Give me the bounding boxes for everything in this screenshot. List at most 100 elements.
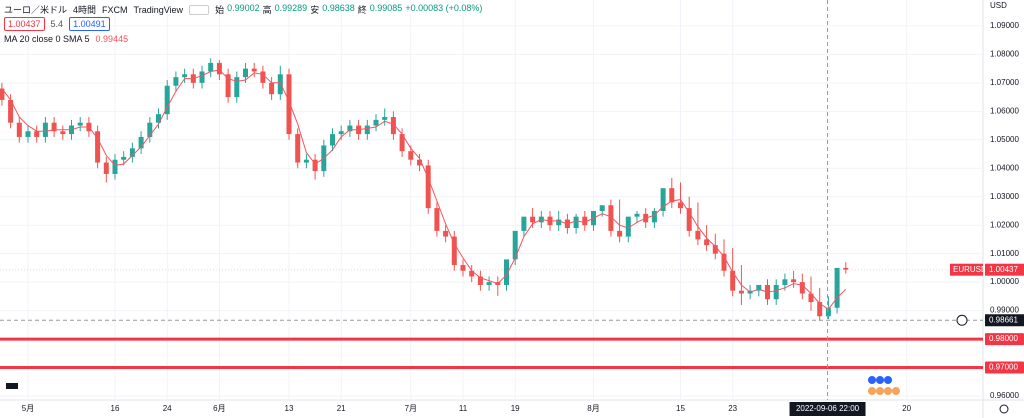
candle-body [791, 279, 797, 283]
time-label-box [789, 402, 866, 416]
candle-body [512, 230, 518, 260]
price-label: 1.00437 [989, 265, 1018, 274]
event-icon [876, 376, 884, 384]
event-icon [876, 387, 884, 395]
candle-body [469, 270, 475, 277]
candle-body [451, 236, 457, 266]
candle-body [399, 134, 405, 152]
y-tick-label: 1.06000 [990, 106, 1019, 115]
candle-body [799, 282, 805, 294]
x-tick-label: 13 [285, 404, 294, 413]
candle-body [608, 205, 614, 231]
high: 0.99289 [274, 3, 308, 13]
crosshair-button [956, 314, 968, 326]
candle-body [782, 279, 788, 285]
candle-body [434, 208, 440, 231]
x-tick-label: 8月 [587, 404, 599, 413]
candle-body [234, 77, 240, 98]
price-label: 0.97000 [989, 363, 1018, 372]
crosshair-price: 0.98661 [989, 315, 1018, 324]
candle-body [269, 82, 275, 95]
interval[interactable]: 4時間 [73, 5, 97, 15]
candle-body [730, 270, 736, 291]
y-tick-label: 0.96000 [990, 391, 1019, 400]
ask[interactable]: 1.00491 [69, 17, 110, 31]
x-tick-label: 16 [111, 404, 120, 413]
candle-body [138, 136, 144, 149]
candle-body [808, 293, 814, 303]
quote-row: 1.00437 5.4 1.00491 [4, 17, 110, 31]
eye-icon[interactable] [189, 4, 210, 15]
candle-body [417, 159, 422, 166]
x-tick-label: 15 [676, 404, 685, 413]
candle-body [8, 99, 14, 123]
settings-icon[interactable] [999, 404, 1009, 414]
x-tick-label: 21 [337, 404, 346, 413]
indicator-value: 0.99445 [95, 34, 129, 44]
candle-body [504, 259, 509, 285]
candle-body [843, 267, 849, 270]
candle-body [260, 71, 266, 83]
candle-body [390, 117, 396, 135]
x-tick-label: 5月 [22, 404, 34, 413]
candle-body [443, 230, 449, 237]
candle-body [408, 151, 414, 160]
candle-body [678, 202, 683, 209]
y-tick-label: 1.02000 [990, 220, 1019, 229]
candle-body [338, 131, 344, 135]
candle-body [34, 131, 40, 137]
indicator-legend: MA 20 close 0 SMA 5 0.99445 [4, 34, 128, 44]
candle-body [382, 117, 388, 120]
candle-body [817, 302, 823, 317]
candle-body [156, 114, 161, 123]
candle-body [660, 188, 666, 211]
candle-body [103, 162, 109, 174]
event-icon [892, 387, 900, 395]
candle-body [208, 62, 214, 72]
candle-body [312, 159, 318, 172]
symbol[interactable]: ユーロ／米ドル [4, 5, 68, 15]
symbol-label: EURUSD [953, 265, 987, 274]
candle-body [599, 205, 605, 211]
candle-body [738, 290, 744, 294]
price-label: 0.98000 [989, 334, 1018, 343]
candle-body [530, 216, 536, 223]
event-icon [884, 376, 892, 384]
candle-body [112, 159, 118, 174]
candle-body [704, 239, 710, 246]
open: 0.99002 [227, 3, 260, 13]
price-label-box [985, 333, 1024, 346]
price-label-box [985, 361, 1024, 374]
candle-body [147, 122, 153, 137]
open-label: 始 [215, 5, 225, 15]
candle-body [216, 62, 222, 75]
y-tick-label: 0.99000 [990, 306, 1019, 315]
candle-body [51, 122, 57, 132]
candle-body [25, 131, 31, 137]
candle-body [712, 245, 718, 254]
y-tick-label: 1.08000 [990, 49, 1019, 58]
candle-body [582, 216, 588, 226]
bid[interactable]: 1.00437 [4, 17, 45, 31]
candle-body [95, 131, 101, 163]
low-label: 安 [310, 5, 320, 15]
high-label: 高 [262, 5, 272, 15]
spread: 5.4 [50, 19, 64, 29]
x-tick-label: 24 [163, 404, 172, 413]
y-tick-label: 1.09000 [990, 21, 1019, 30]
x-tick-label: 19 [511, 404, 520, 413]
price-label-box [985, 314, 1024, 327]
change: +0.00083 (+0.08%) [405, 3, 483, 13]
x-tick-label: 20 [902, 404, 911, 413]
currency: USD [990, 1, 1007, 10]
brand: TradingView [133, 4, 184, 15]
candle-body [756, 284, 762, 291]
candle-body [625, 216, 631, 237]
candle-body [277, 74, 283, 95]
candle-body [347, 125, 353, 132]
candle-body [651, 210, 657, 223]
candle-body [617, 230, 623, 237]
candle-body [16, 122, 22, 137]
